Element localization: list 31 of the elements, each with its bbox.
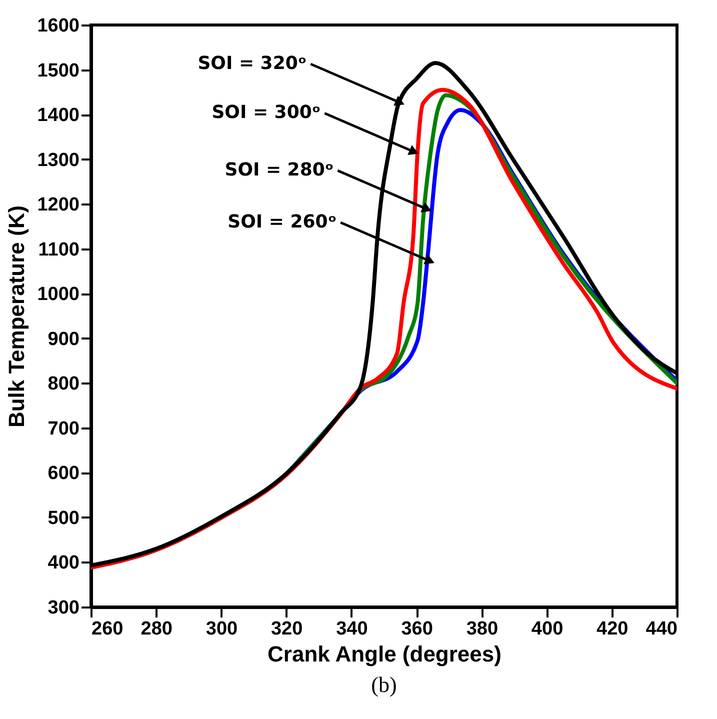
- annotation: SOI = 300ᵒ: [212, 102, 321, 124]
- y-tick-label: 300: [48, 598, 80, 618]
- y-tick-label: 400: [48, 552, 80, 574]
- x-tick-label: 360: [401, 618, 433, 640]
- x-tick-label: 440: [646, 618, 678, 640]
- y-axis-title: Bulk Temperature (K): [4, 205, 30, 428]
- y-tick-label: 1400: [37, 105, 80, 126]
- y-tick-label: 1500: [37, 60, 80, 82]
- y-tick-label: 1600: [37, 16, 80, 36]
- y-tick-label: 700: [48, 418, 80, 440]
- annotation: SOI = 260ᵒ: [228, 211, 337, 232]
- x-tick-label: 380: [466, 618, 498, 640]
- x-tick-label: 340: [336, 618, 368, 640]
- x-tick-label: 400: [531, 618, 564, 640]
- y-tick-label: 600: [48, 463, 80, 484]
- y-tick-label: 500: [48, 508, 80, 529]
- annotation: SOI = 280ᵒ: [224, 160, 334, 181]
- y-tick-label: 800: [48, 374, 80, 395]
- y-tick-label: 1000: [37, 284, 80, 306]
- x-axis-title: Crank Angle (degrees): [268, 642, 502, 666]
- y-tick-label: 1200: [37, 194, 80, 216]
- x-tick-label: 300: [206, 618, 238, 640]
- y-tick-label: 1100: [38, 239, 80, 260]
- x-tick-label: 280: [140, 618, 172, 640]
- x-tick-label: 320: [270, 618, 303, 640]
- x-tick-label: 420: [596, 618, 628, 640]
- text: (b): [371, 672, 397, 697]
- y-tick-label: 1300: [37, 150, 80, 171]
- annotation: SOI = 320ᵒ: [198, 53, 307, 74]
- y-tick-label: 900: [48, 328, 80, 350]
- x-tick-label: 260: [92, 618, 124, 640]
